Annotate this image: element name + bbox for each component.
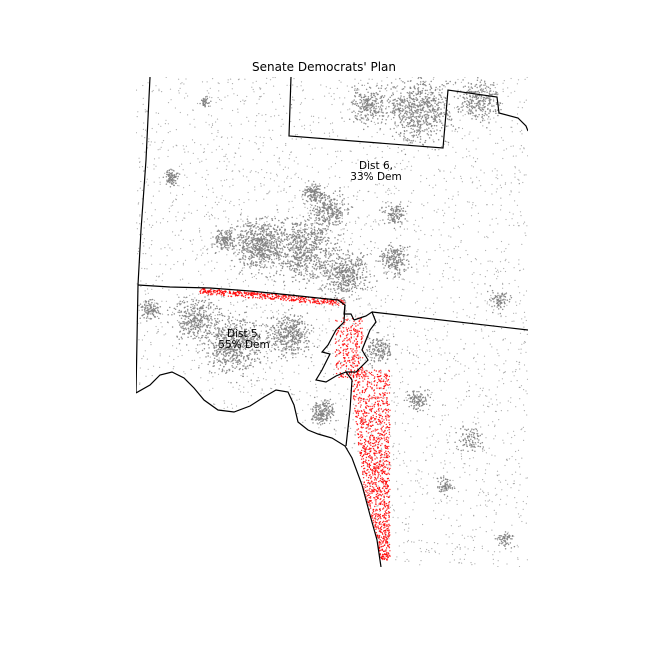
district-6-dem-share: 33% Dem [350,171,402,183]
dist6-east-boundary [371,311,528,331]
district-boundaries [136,77,528,567]
district-6-name: Dist 6, [359,160,393,172]
highlight-district-east-edge [346,311,377,373]
upper-district-boundary [288,77,528,149]
coastline [136,371,382,567]
west-boundary [136,77,151,394]
district-label-dist-5: Dist 5, 55% Dem [208,329,280,351]
population-dots [136,77,528,567]
district-5-name: Dist 5, [227,328,261,340]
district-highlight-dots [199,287,391,561]
district-label-dist-6: Dist 6, 33% Dem [340,161,412,183]
highlight-district-boundary [315,304,353,447]
dist5-dist6-boundary [137,284,355,321]
map-title: Senate Democrats' Plan [252,60,396,74]
district-5-dem-share: 55% Dem [218,339,270,351]
